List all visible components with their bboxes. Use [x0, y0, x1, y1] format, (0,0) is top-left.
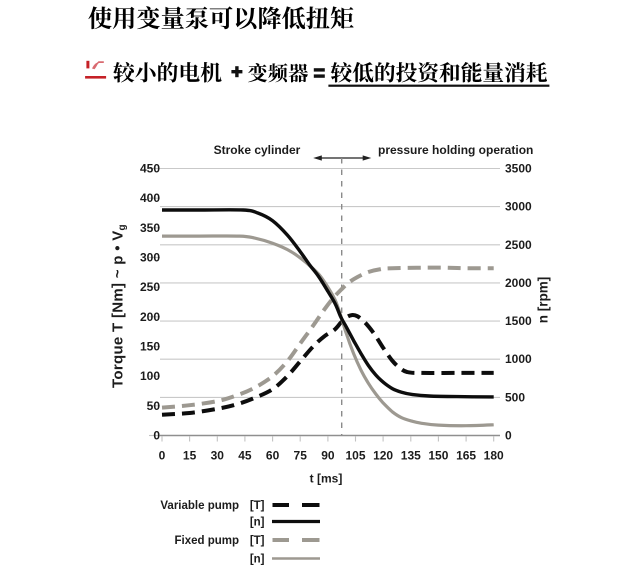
svg-text:105: 105	[345, 449, 365, 463]
svg-text:2500: 2500	[505, 238, 532, 252]
svg-text:n [rpm]: n [rpm]	[536, 277, 551, 324]
svg-text:75: 75	[294, 449, 308, 463]
svg-text:1500: 1500	[505, 314, 532, 328]
svg-text:[T]: [T]	[250, 535, 265, 547]
svg-text:Torque T [Nm] ~ p • Vg: Torque T [Nm] ~ p • Vg	[110, 224, 129, 388]
svg-text:135: 135	[401, 449, 421, 463]
svg-text:t [ms]: t [ms]	[310, 472, 343, 486]
svg-text:200: 200	[140, 310, 160, 324]
svg-text:Variable pump: Variable pump	[160, 500, 239, 512]
svg-text:[n]: [n]	[250, 554, 265, 566]
svg-text:3000: 3000	[505, 200, 532, 214]
svg-text:0: 0	[153, 429, 160, 443]
svg-text:1000: 1000	[505, 352, 532, 366]
svg-text:Fixed pump: Fixed pump	[174, 535, 239, 547]
svg-text:15: 15	[183, 449, 197, 463]
svg-text:50: 50	[147, 399, 161, 413]
svg-text:400: 400	[140, 191, 160, 205]
svg-text:450: 450	[140, 162, 160, 176]
svg-text:120: 120	[373, 449, 393, 463]
svg-text:60: 60	[266, 449, 280, 463]
svg-text:3500: 3500	[505, 162, 532, 176]
svg-text:180: 180	[484, 449, 504, 463]
svg-text:[T]: [T]	[250, 500, 265, 512]
svg-text:150: 150	[140, 340, 160, 354]
svg-text:250: 250	[140, 280, 160, 294]
svg-text:45: 45	[238, 449, 252, 463]
svg-text:0: 0	[505, 429, 512, 443]
svg-text:350: 350	[140, 221, 160, 235]
svg-text:30: 30	[211, 449, 225, 463]
svg-text:165: 165	[456, 449, 476, 463]
svg-text:Stroke cylinder: Stroke cylinder	[214, 143, 301, 157]
svg-text:0: 0	[159, 449, 166, 463]
svg-text:2000: 2000	[505, 276, 532, 290]
svg-text:pressure holding operation: pressure holding operation	[378, 143, 533, 157]
svg-text:500: 500	[505, 390, 525, 404]
svg-text:150: 150	[428, 449, 448, 463]
svg-text:300: 300	[140, 251, 160, 265]
svg-text:90: 90	[321, 449, 335, 463]
svg-text:100: 100	[140, 369, 160, 383]
svg-text:[n]: [n]	[250, 517, 265, 529]
